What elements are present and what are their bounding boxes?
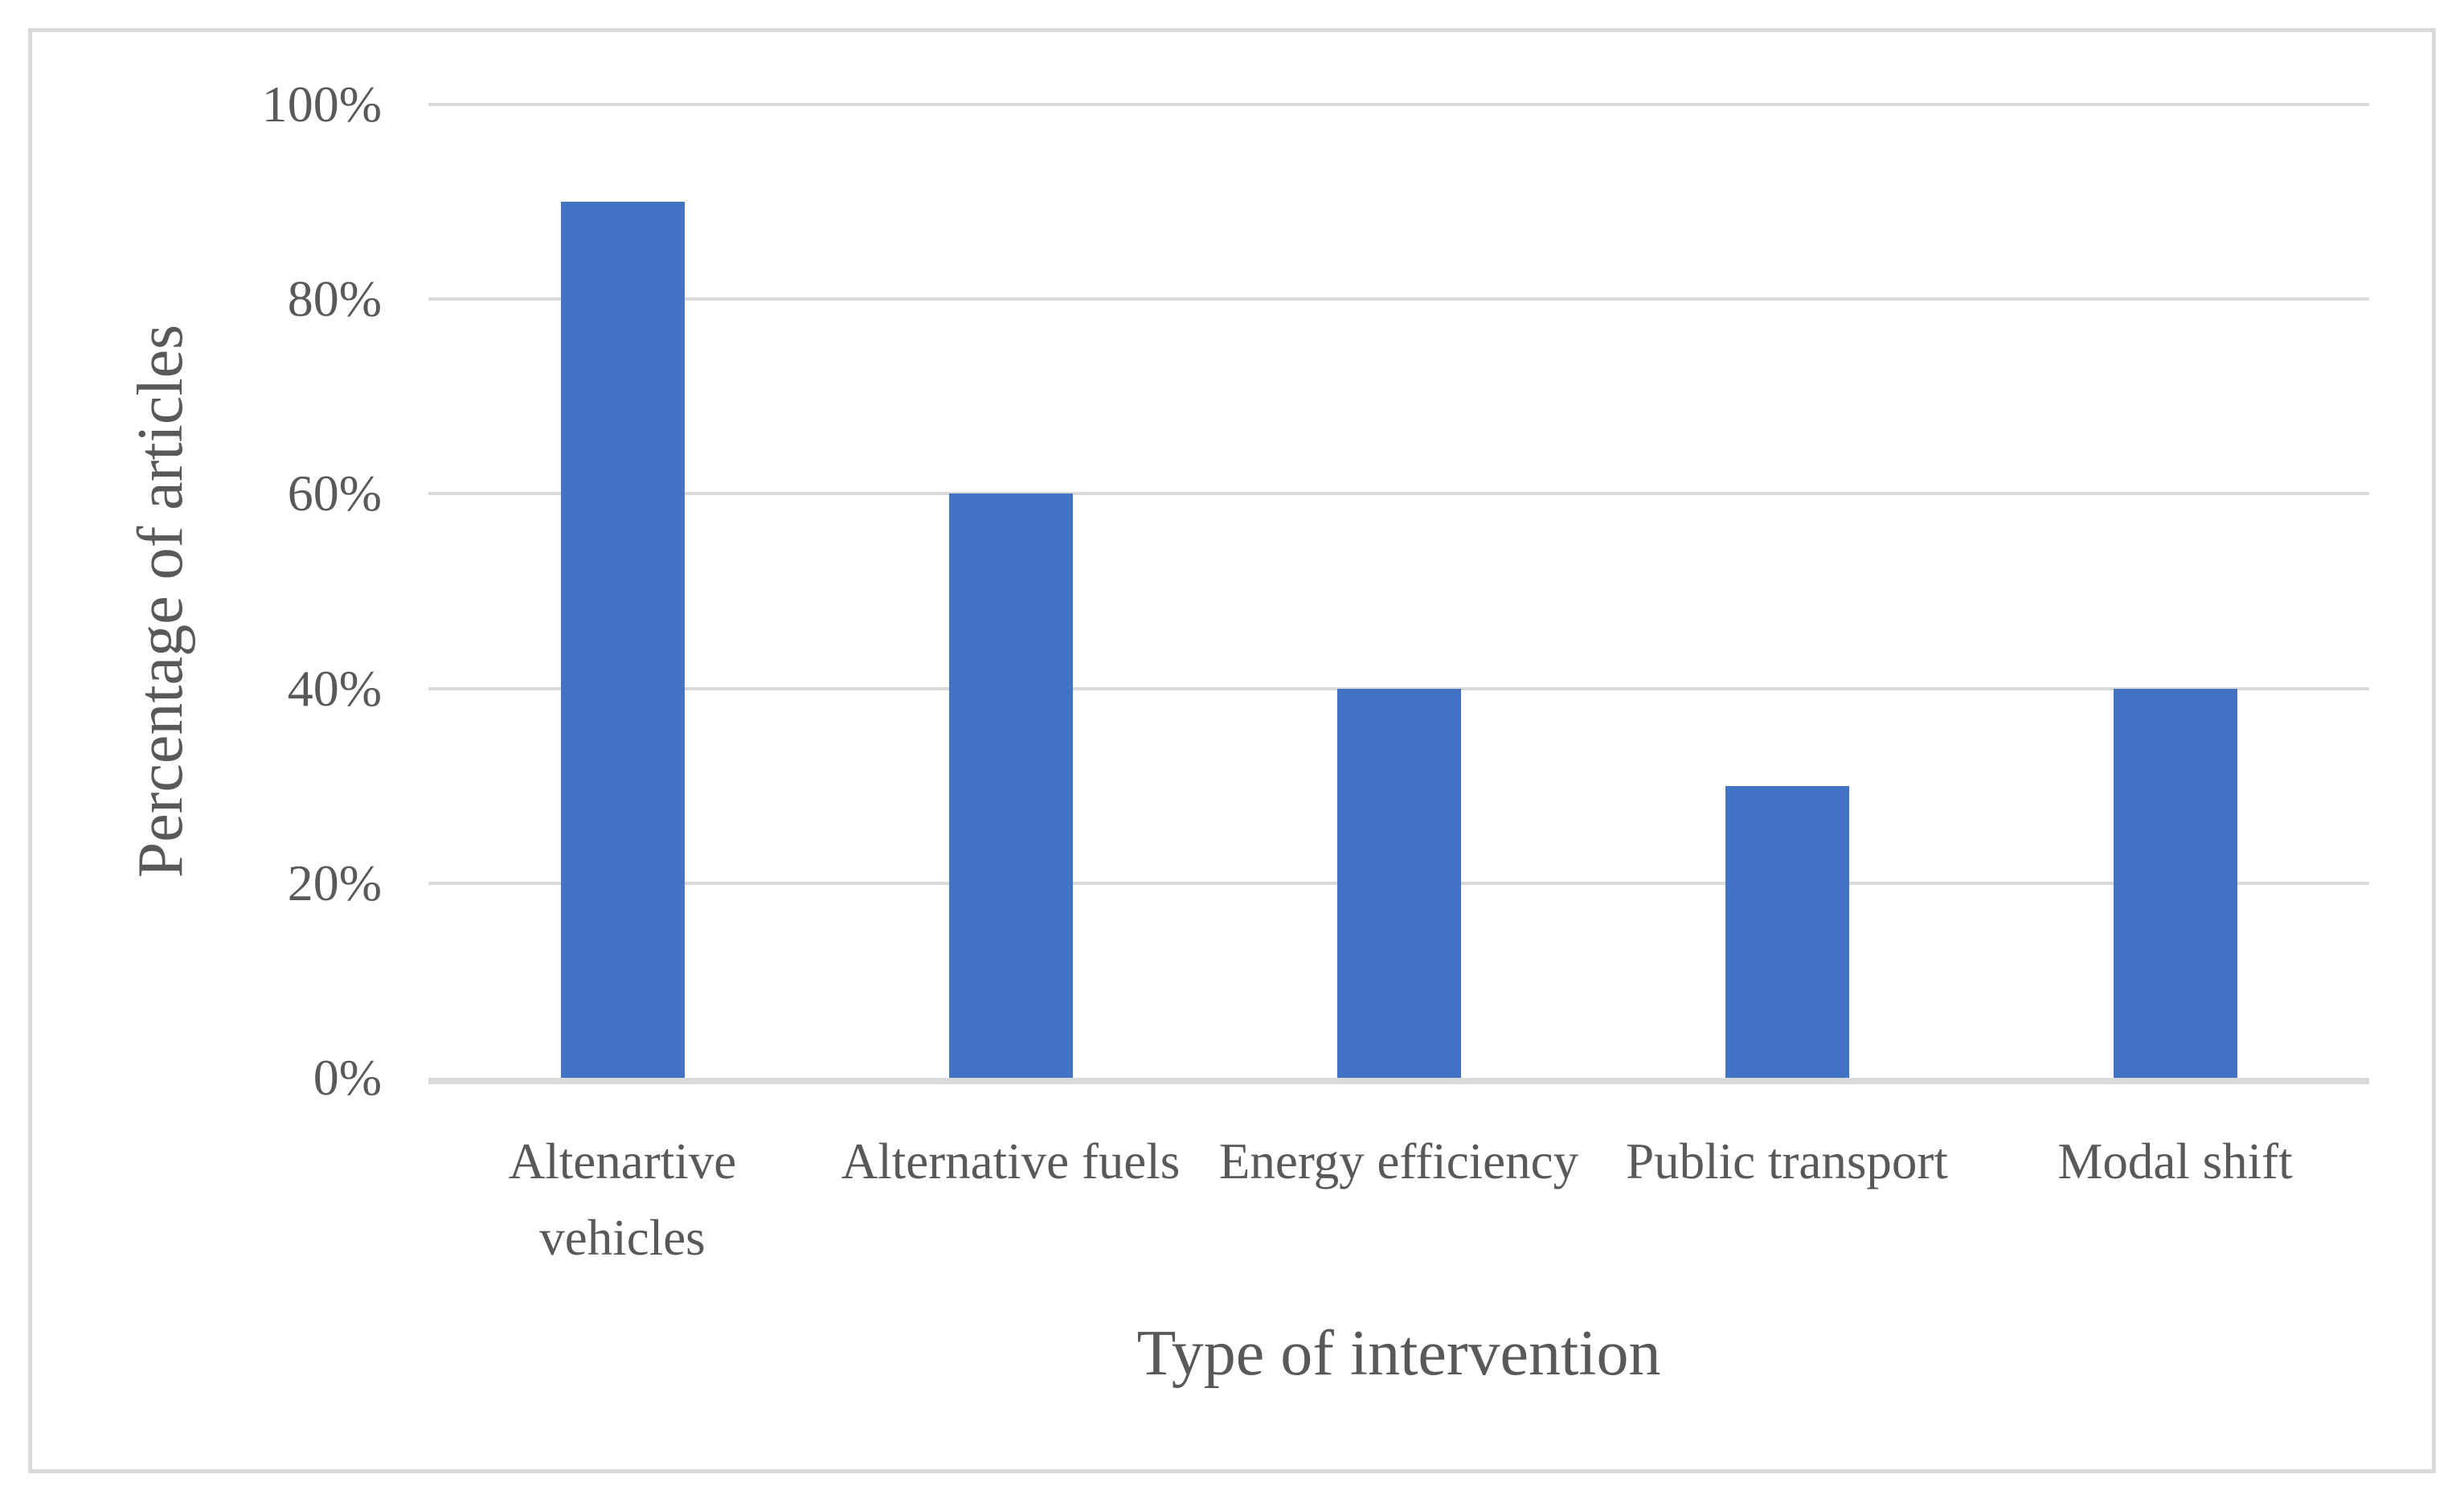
bar	[1336, 688, 1461, 1078]
y-tick-label: 20%	[287, 854, 382, 911]
category-label: Energy efficiency	[1218, 1133, 1579, 1190]
plot-area	[428, 103, 2369, 1084]
bar	[2113, 688, 2237, 1078]
y-axis-title: Percentage of articles	[125, 324, 196, 878]
y-tick-label: 80%	[287, 270, 382, 328]
gridline	[428, 492, 2369, 496]
category-label: Altenartive vehicles	[508, 1133, 737, 1266]
y-tick-label: 100%	[261, 76, 382, 133]
chart-border	[28, 28, 2436, 1473]
y-tick-label: 0%	[313, 1049, 382, 1106]
y-tick-label: 60%	[287, 465, 382, 522]
y-tick-label: 40%	[287, 659, 382, 717]
category-label: Public transport	[1626, 1133, 1948, 1190]
bar	[560, 202, 685, 1078]
category-label: Alternative fuels	[841, 1133, 1181, 1190]
x-axis-title: Type of intervention	[1136, 1318, 1661, 1389]
bar	[948, 493, 1073, 1078]
x-axis-line	[428, 1078, 2369, 1084]
category-label: Modal shift	[2057, 1133, 2293, 1190]
bar	[1725, 785, 1849, 1078]
gridline	[428, 297, 2369, 301]
gridline	[428, 103, 2369, 106]
